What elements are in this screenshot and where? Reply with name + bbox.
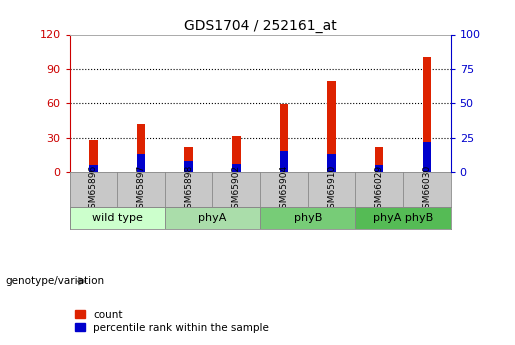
Bar [184,147,193,172]
Legend: count, percentile rank within the sample: count, percentile rank within the sample [75,310,269,333]
Text: GSM65904: GSM65904 [280,165,288,214]
Bar [136,124,145,172]
Bar [184,161,193,172]
Bar [232,136,241,172]
Bar [89,165,98,172]
Bar [422,142,431,172]
Bar [355,207,451,229]
Text: GSM65896: GSM65896 [89,165,98,214]
Bar [136,154,145,172]
Title: GDS1704 / 252161_at: GDS1704 / 252161_at [184,19,336,33]
Text: GSM65897: GSM65897 [136,165,145,214]
Text: phyA: phyA [198,213,227,223]
Text: GSM66029: GSM66029 [375,165,384,214]
Bar [422,57,431,172]
Text: GSM65898: GSM65898 [184,165,193,214]
Text: phyA phyB: phyA phyB [373,213,433,223]
Bar [375,147,384,172]
Bar [375,165,384,172]
Bar [280,105,288,172]
Bar [280,151,288,172]
Text: phyB: phyB [294,213,322,223]
Bar [260,207,355,229]
Bar [70,207,165,229]
Text: GSM65902: GSM65902 [232,165,241,214]
Bar [327,154,336,172]
Text: genotype/variation: genotype/variation [5,276,104,286]
Bar [327,81,336,172]
Text: GSM65910: GSM65910 [327,165,336,214]
Bar [232,164,241,172]
Text: wild type: wild type [92,213,143,223]
Text: GSM66030: GSM66030 [422,165,431,214]
Bar [89,140,98,172]
Bar [165,207,260,229]
